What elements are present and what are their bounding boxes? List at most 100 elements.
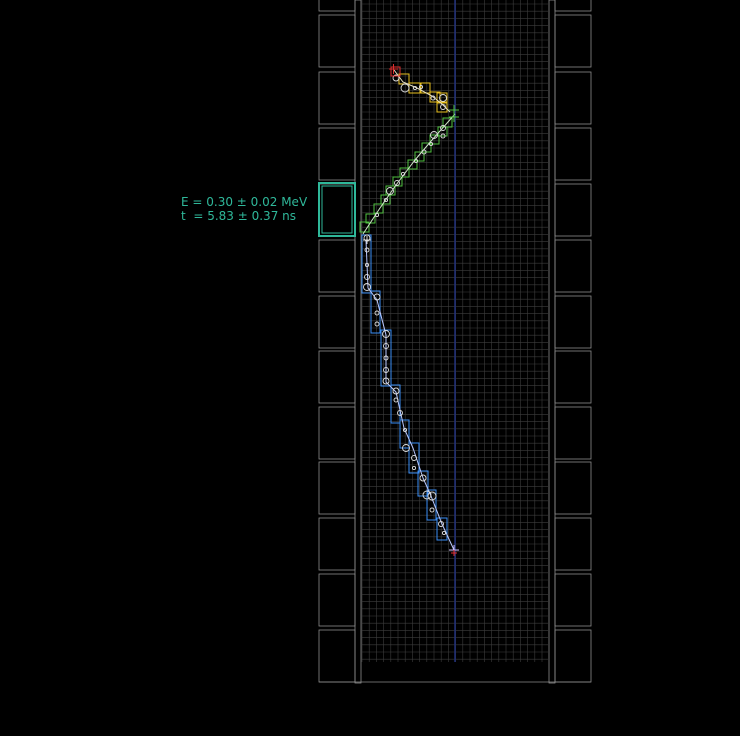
hit-circle: [383, 367, 389, 373]
hit-circle: [392, 74, 400, 82]
green-track-cell: [414, 151, 425, 162]
right-module: [554, 406, 592, 460]
hit-circle: [364, 262, 370, 268]
hit-circle: [373, 293, 381, 301]
hit-circle: [364, 274, 370, 280]
hit-circle: [418, 84, 424, 90]
blue-track-cell: [436, 517, 448, 541]
green-track-cell: [392, 176, 403, 187]
blue-track-cell: [426, 489, 437, 521]
green-track-cell: [429, 134, 440, 145]
red-track-cell: [390, 66, 401, 77]
left-module: [318, 0, 356, 12]
hit-circle: [393, 397, 399, 403]
hit-circle: [363, 283, 371, 291]
left-module: [318, 14, 356, 68]
hit-circle: [383, 197, 389, 203]
hit-circle: [411, 465, 417, 471]
hit-circle: [412, 85, 418, 91]
hit-circle: [400, 171, 406, 177]
hit-circle: [419, 474, 427, 482]
hit-circle: [374, 212, 380, 218]
left-module: [318, 573, 356, 627]
hit-circle: [364, 247, 370, 253]
right-module: [554, 295, 592, 349]
blue-track-cell: [380, 329, 392, 387]
hit-circle: [374, 310, 380, 316]
green-track-cell: [385, 185, 396, 196]
right-module: [554, 629, 592, 683]
hit-circle: [427, 491, 437, 501]
hit-circle: [392, 387, 400, 395]
hit-circle: [383, 355, 389, 361]
right-module: [554, 14, 592, 68]
green-track-cell: [421, 142, 432, 153]
yellow-track-fit: [393, 69, 451, 113]
right-module: [554, 0, 592, 12]
hit-circle: [428, 141, 434, 147]
left-module: [318, 517, 356, 571]
right-module: [554, 461, 592, 515]
right-module: [554, 350, 592, 404]
hit-circle: [440, 125, 446, 131]
left-module: [318, 183, 356, 237]
yellow-track-cell: [408, 82, 422, 94]
blue-track-cell: [399, 419, 410, 449]
selected-cluster-outer: [318, 182, 356, 237]
selected-cluster-inner: [321, 185, 353, 234]
left-support-bar: [354, 0, 362, 684]
hit-circle: [411, 455, 417, 461]
right-module: [554, 517, 592, 571]
hit-circle: [422, 490, 432, 500]
right-module: [554, 127, 592, 181]
hit-circle: [439, 94, 447, 102]
yellow-track-cell: [436, 92, 448, 104]
hit-circle: [440, 104, 446, 110]
hit-circle: [440, 133, 446, 139]
blue-track-fit: [365, 239, 455, 551]
hit-circle: [386, 187, 394, 195]
hit-circle: [441, 530, 447, 536]
left-module: [318, 461, 356, 515]
hit-circle: [421, 149, 427, 155]
right-module: [554, 71, 592, 125]
time-readout: t = 5.83 ± 0.37 ns: [181, 209, 296, 223]
blue-track-cell: [390, 384, 401, 424]
left-module: [318, 71, 356, 125]
hit-circle: [394, 180, 400, 186]
green-track-cell: [442, 117, 453, 128]
hit-circle: [397, 410, 403, 416]
blue-track-cell: [408, 442, 420, 474]
right-support-bar: [548, 0, 556, 684]
hit-circle: [382, 377, 390, 385]
vertex-markers: [363, 64, 459, 556]
hit-circle: [382, 330, 390, 338]
green-track-cell: [399, 167, 410, 178]
hit-circle: [430, 95, 436, 101]
particle-tracks: [359, 66, 456, 551]
hit-circle: [402, 444, 410, 452]
right-module: [554, 183, 592, 237]
hit-circle: [374, 321, 380, 327]
left-module: [318, 350, 356, 404]
left-module: [318, 127, 356, 181]
energy-readout: E = 0.30 ± 0.02 MeV: [181, 195, 308, 209]
hit-circle: [400, 83, 410, 93]
drift-chamber-grid: [361, 0, 548, 662]
left-module: [318, 239, 356, 293]
hit-circle: [429, 507, 435, 513]
hit-circle: [438, 521, 444, 527]
right-module: [554, 239, 592, 293]
left-module: [318, 406, 356, 460]
green-track-cell: [373, 203, 384, 214]
hit-circle: [430, 131, 438, 139]
green-track-cell: [407, 159, 418, 170]
left-module: [318, 629, 356, 683]
hit-circle: [383, 343, 389, 349]
hit-circle: [413, 158, 419, 164]
yellow-track-cell: [436, 101, 448, 113]
hit-circle: [402, 427, 408, 433]
left-module: [318, 295, 356, 349]
right-module: [554, 573, 592, 627]
